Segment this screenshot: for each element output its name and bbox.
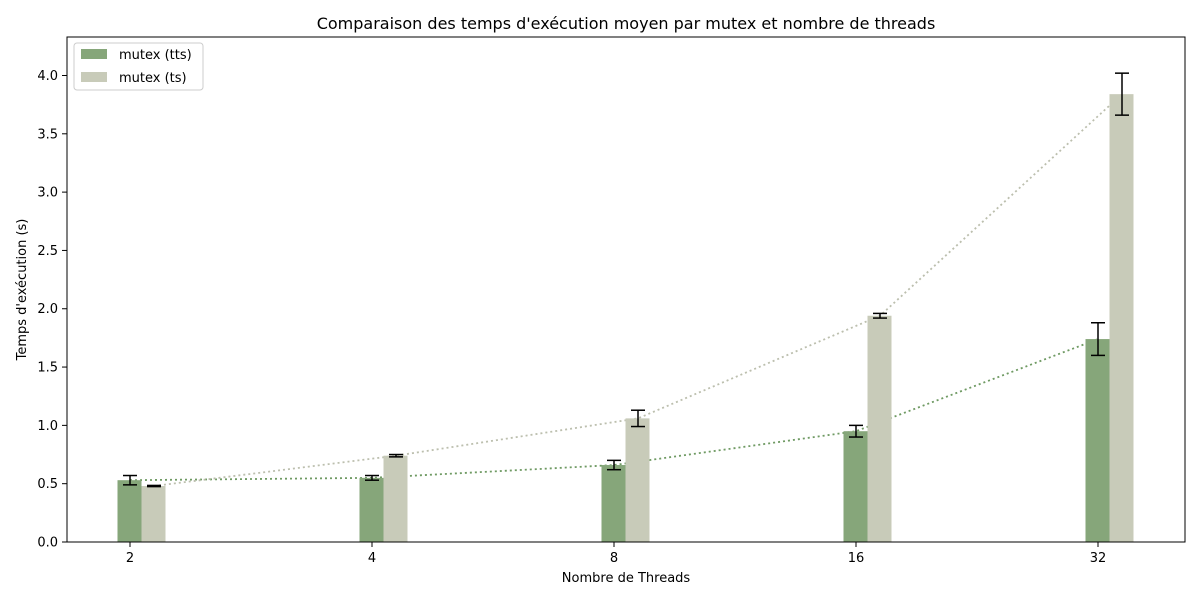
trend-lines [129, 93, 1123, 487]
y-tick-label: 0.5 [37, 477, 58, 492]
bar-ts-4 [383, 455, 408, 542]
error-bar-ts-32 [1115, 72, 1129, 116]
y-tick-label: 1.5 [37, 361, 58, 376]
legend-label-tts: mutex (tts) [119, 48, 192, 63]
x-tick-label-2: 2 [126, 551, 134, 566]
y-tick-label: 0.0 [37, 536, 58, 551]
legend: mutex (tts) mutex (ts) [73, 42, 204, 91]
y-tick-label: 2.5 [37, 244, 58, 259]
bar-tts-32 [1085, 339, 1110, 542]
bar-tts-8 [601, 465, 626, 542]
x-tick-label-8: 8 [610, 551, 618, 566]
trend-line-tts [129, 338, 1099, 482]
error-bar-tts-2 [123, 474, 137, 486]
bar-ts-32 [1109, 94, 1134, 543]
y-tick-label: 1.0 [37, 419, 58, 434]
y-axis: 0.0 0.5 1.0 1.5 2.0 2.5 3.0 3.5 4.0 [37, 69, 67, 551]
x-axis: 2 4 8 16 32 [126, 542, 1106, 566]
error-bar-ts-4 [389, 453, 403, 458]
plot-area-frame [66, 36, 1186, 543]
bar-ts-16 [867, 315, 892, 542]
x-tick-label-4: 4 [368, 551, 376, 566]
chart-title: Comparaison des temps d'exécution moyen … [317, 14, 936, 33]
bar-ts-8 [625, 418, 650, 542]
legend-swatch-tts [81, 49, 107, 59]
x-tick-label-16: 16 [848, 551, 865, 566]
y-tick-label: 3.5 [37, 127, 58, 142]
error-bar-ts-8 [631, 409, 645, 428]
y-tick-label: 3.0 [37, 186, 58, 201]
trend-line-ts [153, 93, 1123, 487]
bars [117, 94, 1134, 543]
error-bar-tts-4 [365, 474, 379, 481]
x-axis-label: Nombre de Threads [562, 571, 691, 586]
y-axis-label: Temps d'exécution (s) [15, 219, 30, 362]
legend-swatch-ts [81, 72, 107, 82]
bar-tts-4 [359, 477, 384, 542]
legend-label-ts: mutex (ts) [119, 71, 187, 86]
y-tick-label: 4.0 [37, 69, 58, 84]
x-tick-label-32: 32 [1090, 551, 1107, 566]
error-bar-tts-32 [1091, 321, 1105, 357]
error-bar-tts-8 [607, 459, 621, 471]
bar-ts-2 [141, 486, 166, 542]
bar-tts-2 [117, 480, 142, 542]
error-bar-ts-2 [147, 484, 161, 488]
error-bars [123, 72, 1129, 488]
bar-tts-16 [843, 431, 868, 542]
error-bar-ts-16 [873, 312, 887, 319]
y-tick-label: 2.0 [37, 302, 58, 317]
error-bar-tts-16 [849, 424, 863, 438]
